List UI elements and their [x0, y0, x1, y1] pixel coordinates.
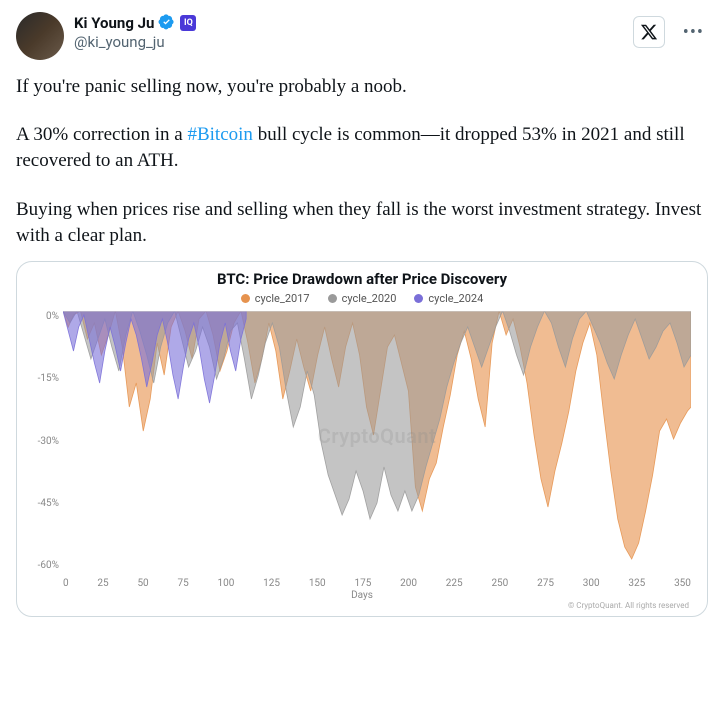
- paragraph-3: Buying when prices rise and selling when…: [16, 197, 708, 249]
- chart-legend: cycle_2017 cycle_2020 cycle_2024: [29, 292, 695, 305]
- x-tick: 75: [177, 578, 188, 589]
- x-axis-title: Days: [29, 590, 695, 601]
- plot: CryptoQuant: [63, 311, 691, 571]
- y-axis-labels: 0% -15% -30% -45% -60%: [29, 311, 63, 571]
- x-tick: 225: [446, 578, 463, 589]
- chart-title: BTC: Price Drawdown after Price Discover…: [29, 270, 695, 288]
- x-tick: 300: [583, 578, 600, 589]
- y-tick: -60%: [29, 560, 59, 571]
- legend-label: cycle_2017: [255, 292, 310, 305]
- y-tick: -45%: [29, 498, 59, 509]
- chart-plot-area: 0% -15% -30% -45% -60% CryptoQuant 0 25 50 75 10…: [29, 311, 695, 601]
- y-tick: -30%: [29, 436, 59, 447]
- display-name[interactable]: Ki Young Ju: [74, 14, 154, 32]
- identity-block: Ki Young Ju IQ @ki_young_ju: [74, 12, 623, 51]
- tweet-text: If you're panic selling now, you're prob…: [16, 74, 708, 249]
- x-tick: 325: [628, 578, 645, 589]
- legend-item: cycle_2017: [241, 292, 310, 305]
- x-axis-labels: 0 25 50 75 100 125 150 175 200 225 250 275 300 325 350: [63, 578, 691, 589]
- legend-dot-icon: [328, 294, 337, 303]
- legend-dot-icon: [241, 294, 250, 303]
- legend-label: cycle_2024: [428, 292, 483, 305]
- y-tick: -15%: [29, 373, 59, 384]
- x-tick: 50: [137, 578, 148, 589]
- x-tick: 200: [400, 578, 417, 589]
- legend-item: cycle_2020: [328, 292, 397, 305]
- paragraph-1: If you're panic selling now, you're prob…: [16, 74, 708, 100]
- legend-item: cycle_2024: [414, 292, 483, 305]
- affiliate-badge-icon: IQ: [180, 15, 196, 31]
- more-icon[interactable]: •••: [679, 22, 708, 43]
- paragraph-2: A 30% correction in a #Bitcoin bull cycl…: [16, 122, 708, 174]
- header-actions: •••: [633, 16, 708, 48]
- x-tick: 175: [354, 578, 371, 589]
- avatar[interactable]: [16, 12, 64, 60]
- x-tick: 275: [537, 578, 554, 589]
- x-tick: 150: [309, 578, 326, 589]
- legend-dot-icon: [414, 294, 423, 303]
- x-tick: 0: [63, 578, 69, 589]
- y-tick: 0%: [29, 311, 59, 322]
- tweet-header: Ki Young Ju IQ @ki_young_ju •••: [16, 12, 708, 60]
- x-tick: 250: [491, 578, 508, 589]
- x-tick: 125: [263, 578, 280, 589]
- chart-card[interactable]: BTC: Price Drawdown after Price Discover…: [16, 261, 708, 617]
- x-tick: 25: [97, 578, 108, 589]
- chart-attribution: © CryptoQuant. All rights reserved: [29, 601, 695, 612]
- handle[interactable]: @ki_young_ju: [74, 33, 623, 51]
- x-logo-icon[interactable]: [633, 16, 665, 48]
- x-tick: 350: [674, 578, 691, 589]
- x-tick: 100: [218, 578, 235, 589]
- verified-badge-icon: [158, 14, 176, 32]
- hashtag-bitcoin[interactable]: #Bitcoin: [187, 124, 252, 145]
- legend-label: cycle_2020: [342, 292, 397, 305]
